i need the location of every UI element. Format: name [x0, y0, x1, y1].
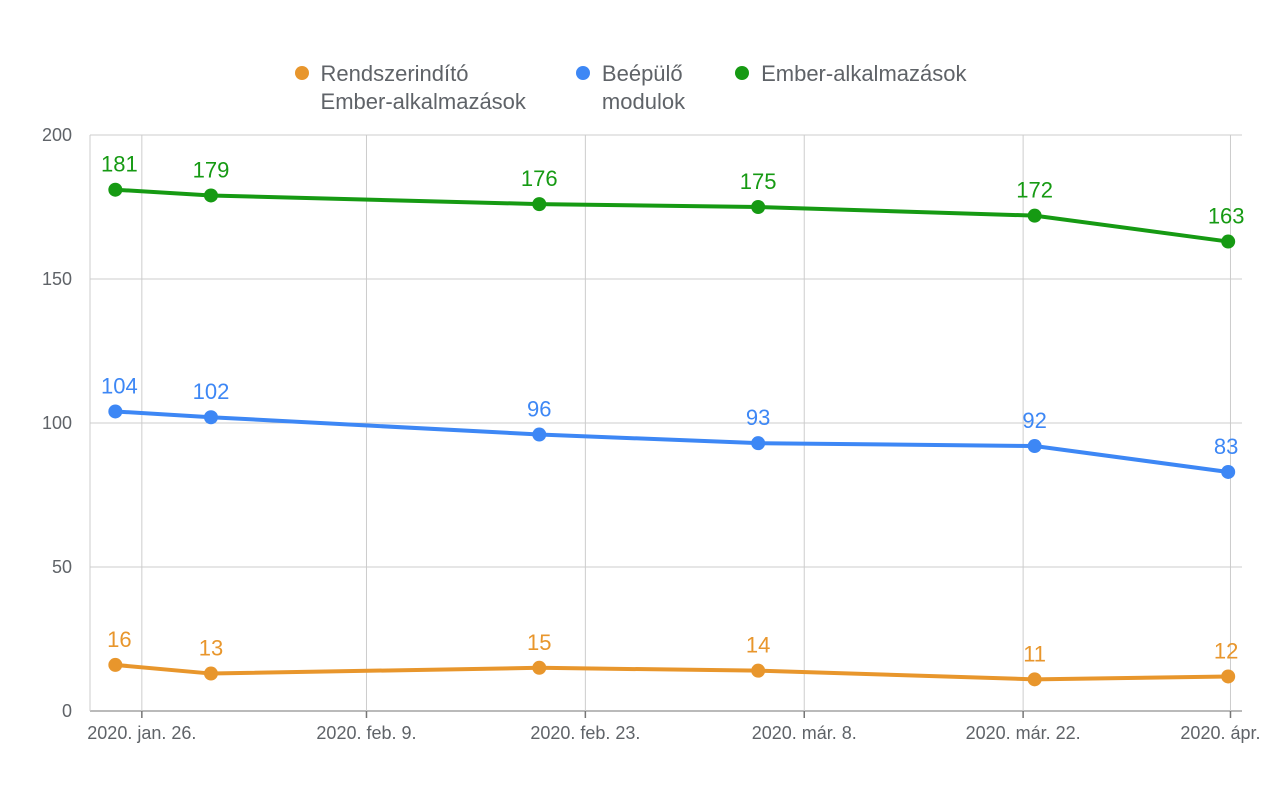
line-chart: Rendszerindító Ember-alkalmazások Beépülő… — [0, 0, 1261, 792]
series-point-rendszerindito — [204, 667, 218, 681]
legend-dot-icon — [735, 66, 749, 80]
x-tick-label: 2020. már. 8. — [752, 723, 857, 743]
y-tick-label: 0 — [62, 701, 72, 721]
data-label-ember: 175 — [740, 169, 777, 194]
series-point-ember — [108, 183, 122, 197]
series-point-beepulo — [108, 404, 122, 418]
series-point-beepulo — [1221, 465, 1235, 479]
series-point-beepulo — [204, 410, 218, 424]
data-label-beepulo: 93 — [746, 405, 770, 430]
series-line-rendszerindito — [115, 665, 1228, 679]
data-label-rendszerindito: 11 — [1023, 641, 1046, 666]
y-tick-label: 50 — [52, 557, 72, 577]
data-label-beepulo: 104 — [101, 373, 138, 398]
legend-label: Beépülő modulok — [602, 60, 685, 116]
data-label-rendszerindito: 12 — [1214, 638, 1238, 663]
series-point-rendszerindito — [1028, 672, 1042, 686]
legend-item-beepulo: Beépülő modulok — [576, 60, 685, 116]
y-tick-label: 150 — [42, 269, 72, 289]
y-tick-label: 100 — [42, 413, 72, 433]
x-tick-label: 2020. feb. 9. — [316, 723, 416, 743]
x-tick-label: 2020. már. 22. — [966, 723, 1081, 743]
data-label-beepulo: 96 — [527, 397, 551, 422]
series-point-beepulo — [1028, 439, 1042, 453]
data-label-rendszerindito: 14 — [746, 633, 770, 658]
legend-dot-icon — [576, 66, 590, 80]
chart-svg: 0 50 100 150 200 2020. jan. 26. 2020. feb. 9. 2… — [0, 0, 1261, 792]
legend-dot-icon — [295, 66, 309, 80]
data-label-rendszerindito: 16 — [107, 627, 131, 652]
series-point-beepulo — [751, 436, 765, 450]
series-line-ember — [115, 190, 1228, 242]
data-label-ember: 172 — [1016, 178, 1053, 203]
series-point-rendszerindito — [108, 658, 122, 672]
data-label-ember: 181 — [101, 152, 138, 177]
series-point-ember — [751, 200, 765, 214]
data-label-beepulo: 92 — [1022, 408, 1046, 433]
series-point-ember — [1221, 235, 1235, 249]
y-tick-label: 200 — [42, 125, 72, 145]
x-tick-label: 2020. ápr. 5. — [1180, 723, 1261, 743]
data-label-ember: 176 — [521, 166, 558, 191]
data-label-beepulo: 83 — [1214, 434, 1238, 459]
series-point-ember — [532, 197, 546, 211]
series-line-beepulo — [115, 411, 1228, 471]
data-label-ember: 179 — [193, 157, 230, 182]
series-point-ember — [1028, 209, 1042, 223]
x-tick-label: 2020. feb. 23. — [530, 723, 640, 743]
series-point-rendszerindito — [532, 661, 546, 675]
legend-label: Rendszerindító Ember-alkalmazások — [321, 60, 526, 116]
legend-label: Ember-alkalmazások — [761, 60, 966, 88]
data-label-ember: 163 — [1208, 204, 1245, 229]
series-point-rendszerindito — [751, 664, 765, 678]
x-tick-label: 2020. jan. 26. — [87, 723, 196, 743]
data-label-rendszerindito: 13 — [199, 636, 223, 661]
legend: Rendszerindító Ember-alkalmazások Beépülő… — [0, 60, 1261, 116]
legend-item-rendszerindito: Rendszerindító Ember-alkalmazások — [295, 60, 526, 116]
series-point-ember — [204, 188, 218, 202]
series-point-rendszerindito — [1221, 669, 1235, 683]
legend-item-ember: Ember-alkalmazások — [735, 60, 966, 88]
data-label-beepulo: 102 — [193, 379, 230, 404]
series-point-beepulo — [532, 428, 546, 442]
data-label-rendszerindito: 15 — [527, 630, 551, 655]
